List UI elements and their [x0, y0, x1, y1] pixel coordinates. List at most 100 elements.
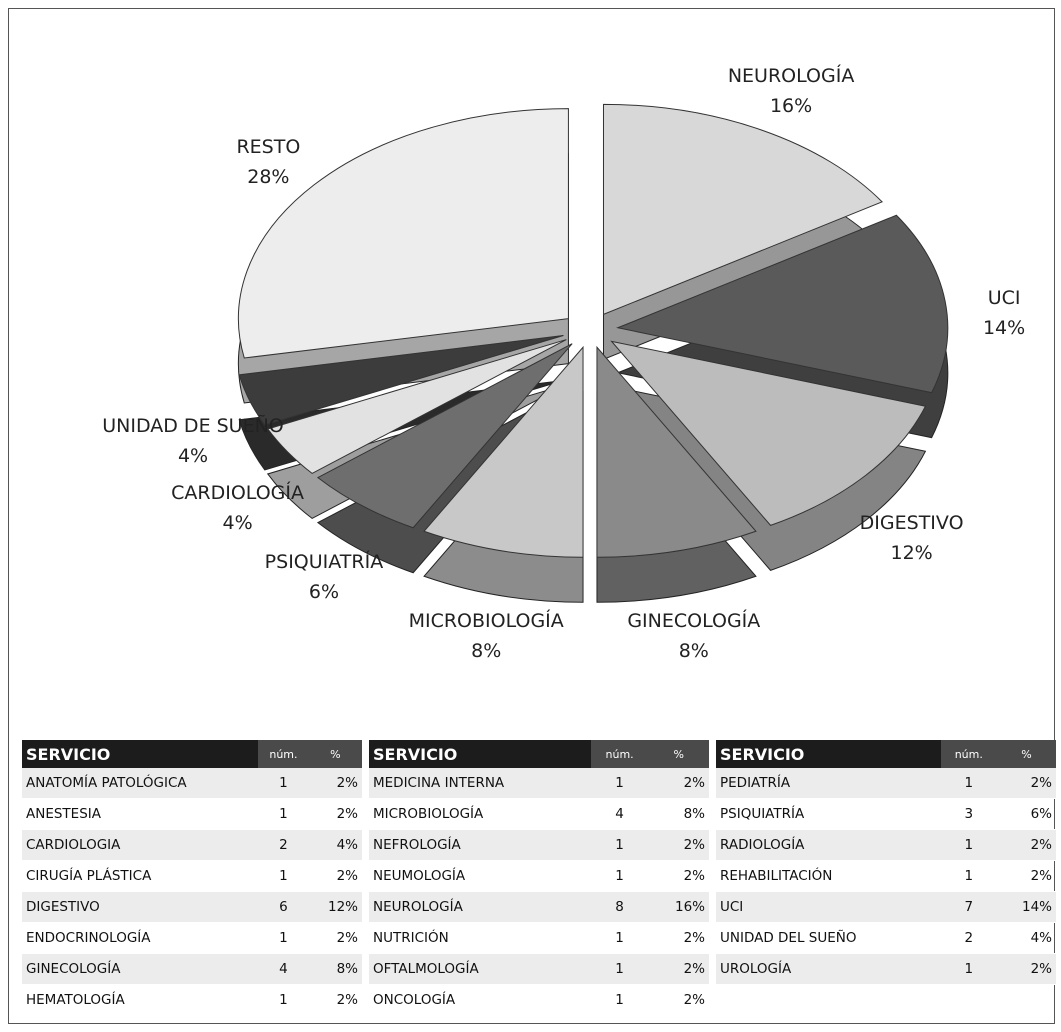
- cell: 4: [590, 798, 649, 830]
- row: OFTALMOLOGÍA 1 2%: [369, 953, 709, 985]
- slice: [266, 339, 567, 474]
- row: CIRUGÍA PLÁSTICA 1 2%: [22, 860, 362, 892]
- cell: 1: [590, 922, 649, 954]
- row: PSIQUIATRÍA 3 6%: [716, 798, 1056, 830]
- row: RADIOLOGÍA 1 2%: [716, 829, 1056, 861]
- cell: 2%: [648, 922, 709, 954]
- slice: [423, 345, 584, 558]
- cell: ANESTESIA: [22, 798, 259, 830]
- slice-name: DIGESTIVO: [859, 512, 964, 535]
- cell: 8: [590, 891, 649, 923]
- row: NEUMOLOGÍA 1 2%: [369, 860, 709, 892]
- header-cell: núm.: [258, 740, 309, 768]
- slice-label: MICROBIOLOGÍA 8%: [381, 606, 591, 666]
- cell: 1: [258, 922, 309, 954]
- slice-value: 8%: [678, 639, 709, 662]
- slice-name: GINECOLOGÍA: [627, 609, 761, 632]
- data-table: SERVICIO núm.% PEDIATRÍA 1 2% PSIQUIATRÍA 3 6% R…: [716, 740, 1056, 985]
- slice-name: PSIQUIATRÍA: [264, 551, 384, 574]
- cell: 6%: [996, 798, 1056, 830]
- slice: [610, 340, 927, 526]
- cell: 2%: [996, 953, 1056, 985]
- row: HEMATOLOGÍA 1 2%: [22, 984, 362, 1016]
- cell: ANATOMÍA PATOLÓGICA: [22, 768, 259, 799]
- cell: 1: [590, 984, 649, 1016]
- slice-label: UCI 14%: [899, 283, 1061, 343]
- row: ONCOLOGÍA 1 2%: [369, 984, 709, 1016]
- cell: 3: [940, 798, 997, 830]
- cell: 1: [258, 798, 309, 830]
- data-table: SERVICIO núm.% MEDICINA INTERNA 1 2% MICROBIO…: [369, 740, 709, 1016]
- cell: 1: [590, 860, 649, 892]
- header-cell: SERVICIO: [369, 740, 591, 768]
- header-row: SERVICIO núm.%: [369, 740, 709, 768]
- cell: UROLOGÍA: [716, 953, 941, 985]
- cell: 1: [940, 953, 997, 985]
- slice-name: CARDIOLOGÍA: [171, 482, 304, 505]
- slice-value: 14%: [982, 317, 1026, 340]
- header-cell: SERVICIO: [716, 740, 941, 768]
- cell: DIGESTIVO: [22, 891, 259, 923]
- cell: NEUROLOGÍA: [369, 891, 591, 923]
- slice-value: 8%: [471, 639, 502, 662]
- row: NEFROLOGÍA 1 2%: [369, 829, 709, 861]
- row: CARDIOLOGIA 2 4%: [22, 829, 362, 861]
- cell: 1: [590, 953, 649, 985]
- header-cell: %: [308, 740, 362, 768]
- cell: 16%: [648, 891, 709, 923]
- row: ANATOMÍA PATOLÓGICA 1 2%: [22, 768, 362, 799]
- row: GINECOLOGÍA 4 8%: [22, 953, 362, 985]
- slice: [316, 343, 573, 529]
- cell: 2%: [308, 984, 362, 1016]
- row: NUTRICIÓN 1 2%: [369, 922, 709, 954]
- cell: 1: [940, 829, 997, 861]
- slice-label: RESTO 28%: [163, 132, 373, 192]
- cell: 2%: [648, 953, 709, 985]
- cell: NEUMOLOGÍA: [369, 860, 591, 892]
- cell: ENDOCRINOLOGÍA: [22, 922, 259, 954]
- slice-label: UNIDAD DE SUEÑO 4%: [88, 411, 298, 471]
- header-row: SERVICIO núm.%: [22, 740, 362, 768]
- row: UCI 7 14%: [716, 891, 1056, 923]
- cell: 2%: [648, 984, 709, 1016]
- cell: OFTALMOLOGÍA: [369, 953, 591, 985]
- row: PEDIATRÍA 1 2%: [716, 768, 1056, 799]
- cell: UNIDAD DEL SUEÑO: [716, 922, 941, 954]
- cell: 1: [590, 829, 649, 861]
- slice-label: NEUROLOGÍA 16%: [686, 61, 896, 121]
- row: DIGESTIVO 6 12%: [22, 891, 362, 923]
- slice: [616, 214, 949, 394]
- row: ENDOCRINOLOGÍA 1 2%: [22, 922, 362, 954]
- slice-label: DIGESTIVO 12%: [807, 508, 1017, 568]
- cell: PEDIATRÍA: [716, 768, 941, 799]
- cell: NEFROLOGÍA: [369, 829, 591, 861]
- cell: 2%: [308, 860, 362, 892]
- cell: 2%: [996, 829, 1056, 861]
- cell: 1: [258, 984, 309, 1016]
- cell: HEMATOLOGÍA: [22, 984, 259, 1016]
- slice-value: 4%: [177, 445, 209, 468]
- cell: 4: [258, 953, 309, 985]
- slice-name: NEUROLOGÍA: [727, 65, 855, 88]
- cell: 1: [258, 860, 309, 892]
- row: MICROBIOLOGÍA 4 8%: [369, 798, 709, 830]
- frame: [8, 8, 1055, 1024]
- cell: MEDICINA INTERNA: [369, 768, 591, 799]
- slice: [602, 103, 884, 316]
- cell: 2%: [648, 768, 709, 799]
- cell: 1: [940, 860, 997, 892]
- cell: RADIOLOGÍA: [716, 829, 941, 861]
- cell: 4%: [996, 922, 1056, 954]
- cell: 2%: [648, 860, 709, 892]
- row: NEUROLOGÍA 8 16%: [369, 891, 709, 923]
- cell: 2%: [308, 768, 362, 799]
- slice: [596, 345, 757, 558]
- slice-value: 16%: [769, 95, 813, 118]
- slice-value: 12%: [890, 542, 933, 565]
- cell: 14%: [996, 891, 1056, 923]
- cell: 1: [590, 768, 649, 799]
- cell: 2%: [996, 860, 1056, 892]
- header-cell: %: [996, 740, 1056, 768]
- cell: 2%: [308, 922, 362, 954]
